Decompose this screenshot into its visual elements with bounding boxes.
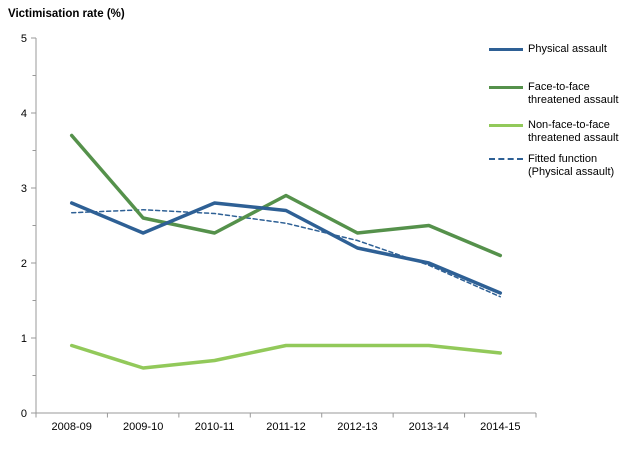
svg-text:2014-15: 2014-15 <box>480 421 520 433</box>
legend-label: Fitted function (Physical assault) <box>528 153 615 178</box>
svg-text:4: 4 <box>21 108 27 120</box>
legend-item-fitted-function: Fitted function (Physical assault) <box>489 153 628 179</box>
series-line-fitted-function-physical-assault <box>70 209 502 298</box>
legend-line-swatch <box>489 124 523 127</box>
legend-item-physical-assault: Physical assault <box>489 43 628 56</box>
legend-item-face-to-face-threatened-assault: Face-to-face threatened assault <box>489 81 628 107</box>
series-line-face-to-face-threatened-assault <box>69 133 503 258</box>
svg-text:5: 5 <box>21 33 27 45</box>
series-lines <box>69 133 503 370</box>
legend-label: Non-face-to-face threatened assault <box>528 119 619 144</box>
svg-text:2009-10: 2009-10 <box>123 421 163 433</box>
svg-text:2013-14: 2013-14 <box>409 421 449 433</box>
legend-line-swatch <box>489 86 523 89</box>
legend-label: Face-to-face threatened assault <box>528 81 619 106</box>
legend-line-swatch <box>489 158 523 160</box>
legend-line-swatch <box>489 48 523 51</box>
svg-text:2011-12: 2011-12 <box>266 421 306 433</box>
legend-label: Physical assault <box>528 43 607 55</box>
series-line-non-face-to-face-threatened-assault <box>69 343 503 370</box>
svg-text:2010-11: 2010-11 <box>195 421 235 433</box>
svg-text:2: 2 <box>21 258 27 270</box>
svg-text:3: 3 <box>21 183 27 195</box>
x-axis: 2008-09 2009-10 2010-11 2011-12 2012-13 2013-… <box>35 412 537 433</box>
svg-text:1: 1 <box>21 333 27 345</box>
svg-text:0: 0 <box>21 408 27 420</box>
y-axis: 0 1 2 3 4 5 <box>21 33 37 420</box>
chart-title: Victimisation rate (%) <box>8 8 125 20</box>
svg-text:2008-09: 2008-09 <box>52 421 92 433</box>
svg-text:2012-13: 2012-13 <box>337 421 377 433</box>
series-line-physical-assault <box>69 201 503 295</box>
legend-item-non-face-to-face-threatened-assault: Non-face-to-face threatened assault <box>489 119 628 145</box>
